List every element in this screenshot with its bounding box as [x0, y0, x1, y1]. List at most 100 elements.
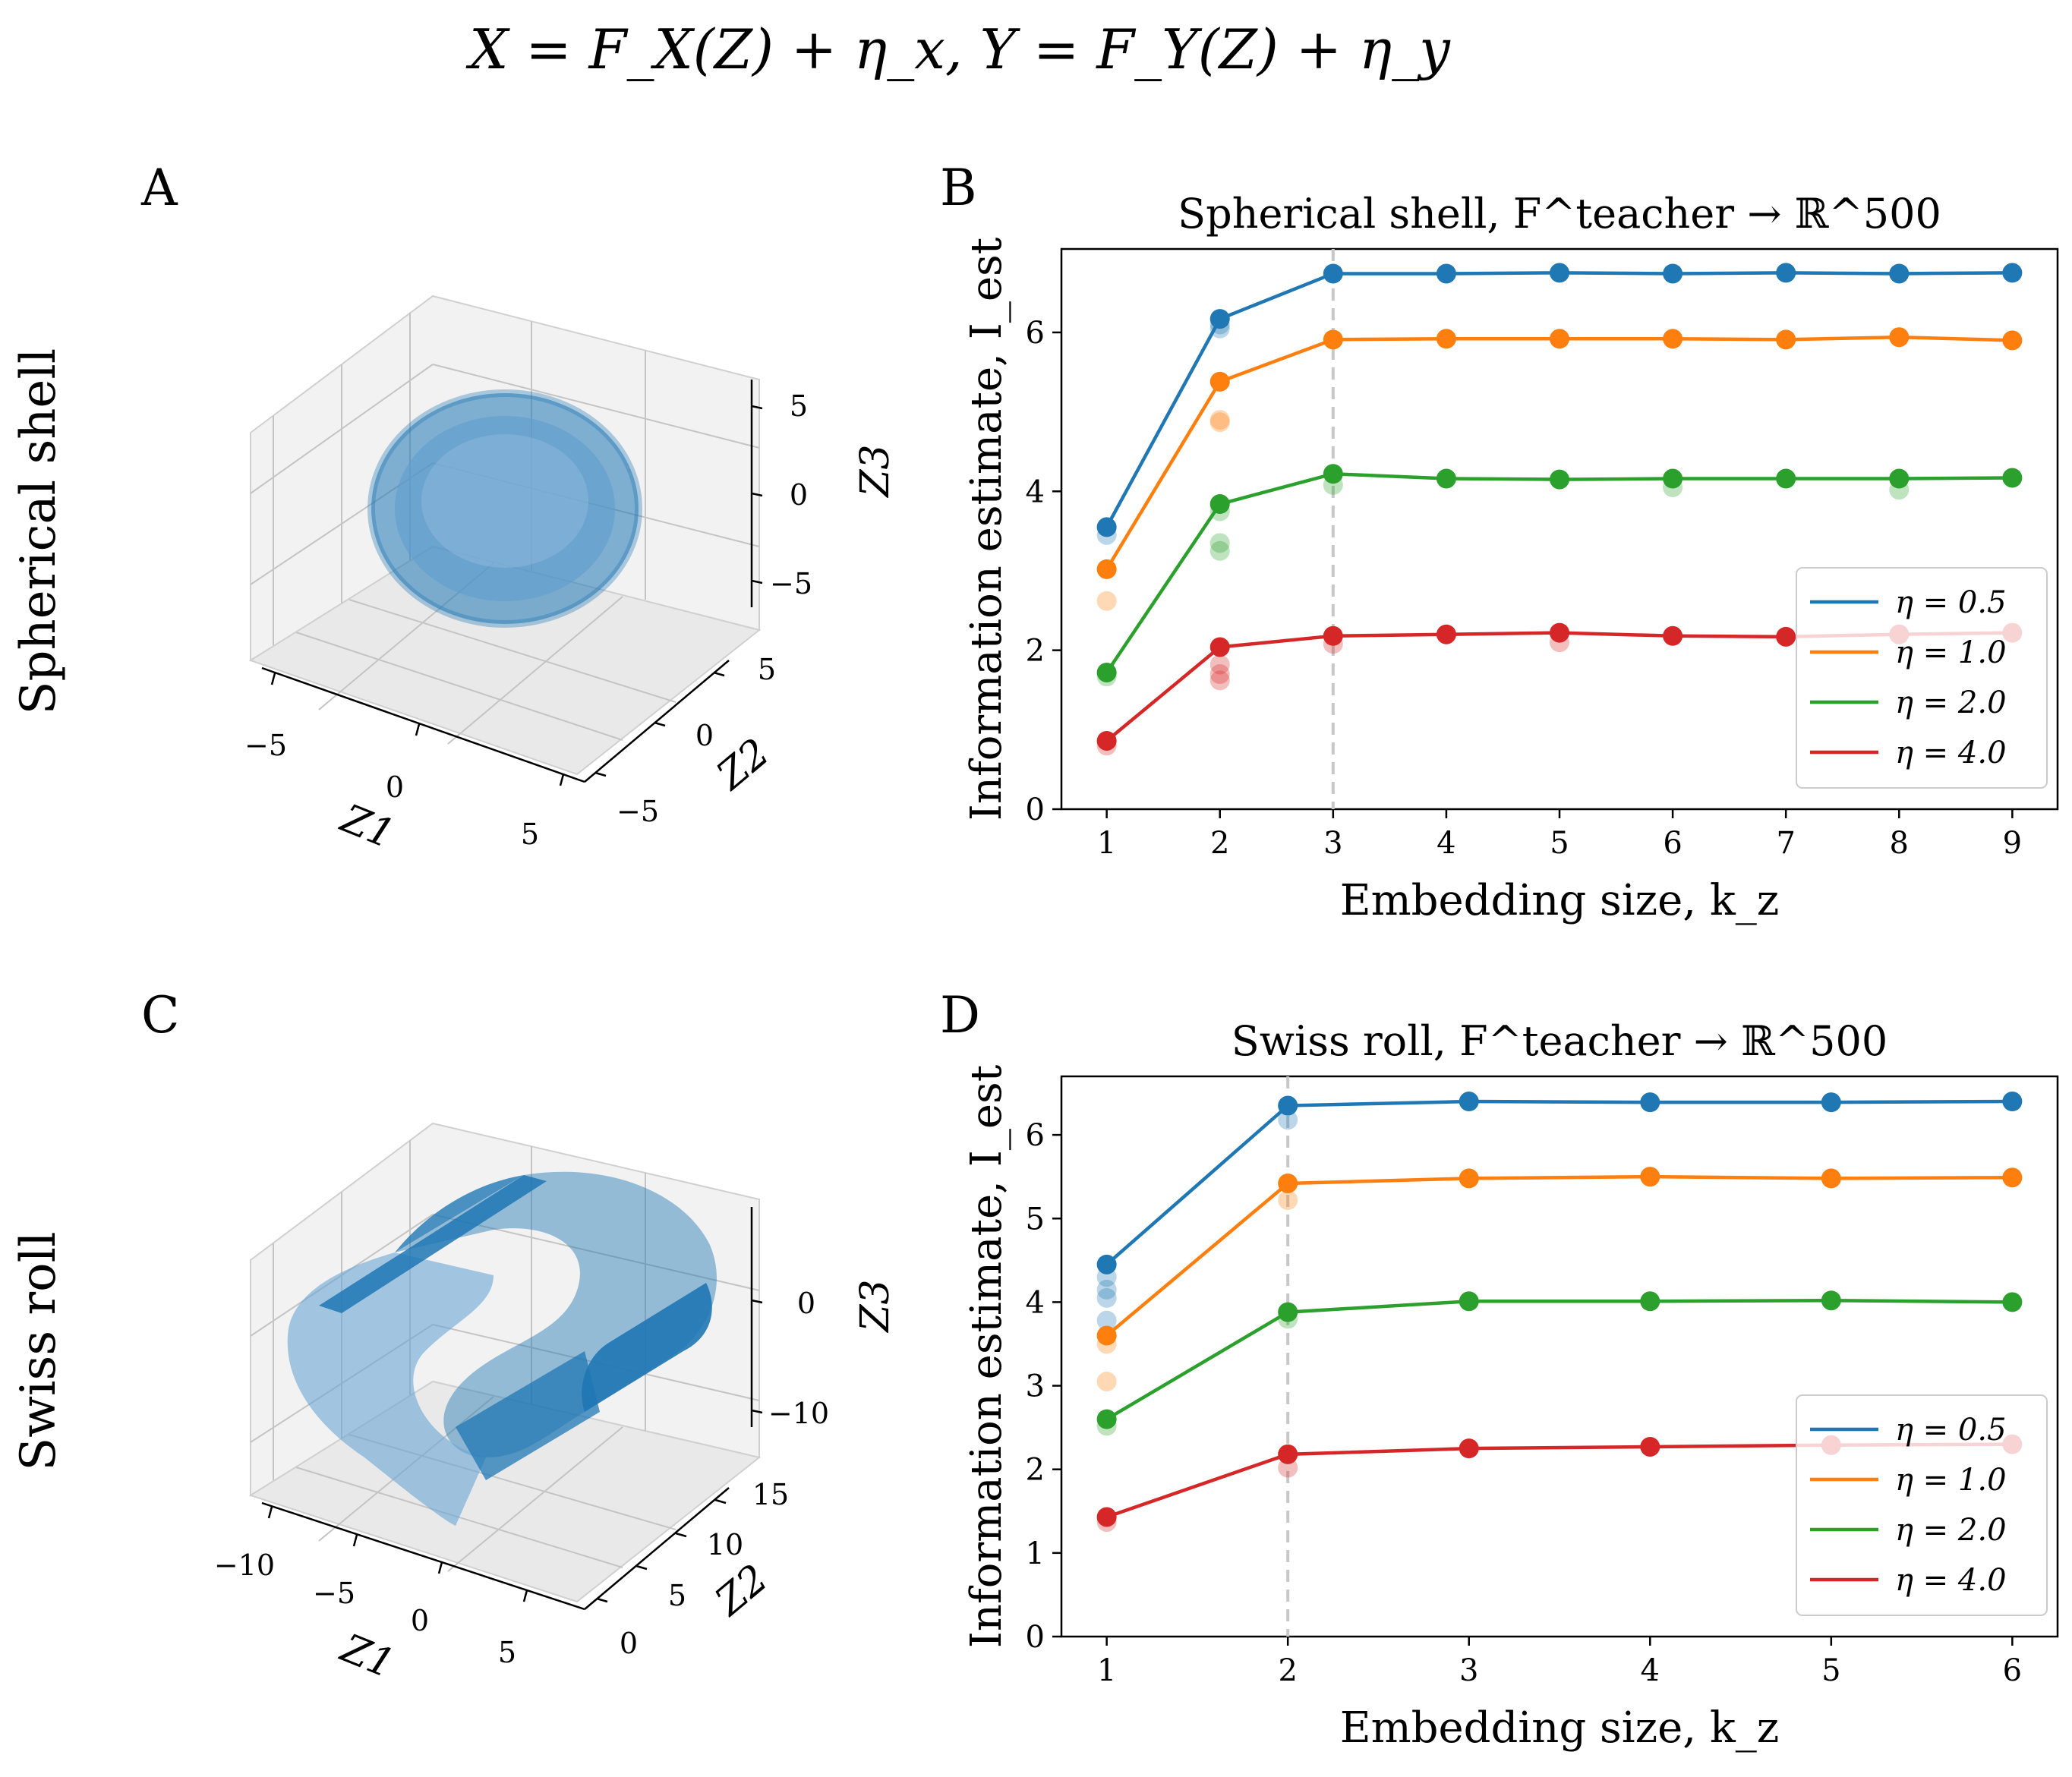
faint-point — [1209, 664, 1230, 685]
panel-a-shell-cloud — [367, 389, 642, 628]
panel-d-x-label: Embedding size, k_z — [1340, 1703, 1780, 1753]
panel-c-x-tick: 5 — [498, 1636, 516, 1669]
panel-a-z-tick: 5 — [790, 389, 808, 423]
data-point — [1550, 329, 1569, 349]
legend-label: η = 2.0 — [1895, 685, 2007, 720]
series-1.0 — [1096, 327, 2023, 611]
legend-frame — [1796, 1394, 2048, 1616]
panel-a-y-tick: −5 — [617, 795, 659, 828]
x-tick-label: 8 — [1890, 826, 1909, 861]
series-line — [1105, 335, 2013, 571]
figure-suptitle: X = F_X(Z) + η_x, Y = F_Y(Z) + η_y — [465, 17, 1451, 81]
data-point — [1096, 1325, 1117, 1346]
data-point — [1550, 263, 1569, 283]
x-tick-label: 2 — [1210, 826, 1229, 861]
faint-point — [1096, 591, 1117, 611]
series-line — [1105, 1174, 2013, 1337]
panel-c-y-tick: 5 — [668, 1579, 686, 1612]
panel-a-y-tick: 0 — [695, 719, 714, 752]
panel-d-plot-area — [1060, 1075, 2059, 1638]
series-2.0 — [1096, 1290, 2023, 1436]
x-tick-label: 5 — [1550, 826, 1569, 861]
data-point — [1323, 625, 1343, 646]
panel-b-legend: η = 0.5 η = 1.0 η = 2.0 η = 4.0 — [1796, 567, 2048, 789]
panel-a-floor-pane — [248, 545, 762, 776]
data-point — [1663, 329, 1683, 349]
x-tick-label: 4 — [1641, 1653, 1660, 1688]
series-0.5 — [1096, 263, 2023, 545]
panel-d-chart: Swiss roll, F^teacher → ℝ^500 Embedding … — [962, 1017, 2059, 1753]
series-line — [1105, 1099, 2013, 1266]
data-point — [1096, 1254, 1117, 1274]
panel-letter-b: B — [940, 159, 977, 217]
faint-point — [1278, 1190, 1298, 1211]
data-point — [1278, 1302, 1298, 1322]
y-tick-label: 0 — [1026, 792, 1045, 827]
panel-c-y-tick: 0 — [620, 1627, 638, 1660]
data-point — [1278, 1095, 1298, 1116]
series-0.5 — [1096, 1092, 2023, 1331]
data-point — [1096, 559, 1117, 579]
panel-a-x-tick: 0 — [386, 770, 404, 804]
faint-point — [1096, 1287, 1117, 1308]
series-line — [1105, 1298, 2013, 1421]
data-point — [2002, 263, 2023, 283]
data-point — [1436, 329, 1456, 349]
y-tick-label: 2 — [1026, 634, 1045, 669]
x-tick-label: 1 — [1097, 1653, 1116, 1688]
data-point — [1776, 468, 1796, 489]
data-point — [1436, 468, 1456, 489]
x-tick-label: 9 — [2003, 826, 2022, 861]
data-point — [1436, 263, 1456, 284]
data-point — [2002, 1092, 2023, 1112]
data-point — [1096, 730, 1117, 751]
data-point — [2002, 1292, 2023, 1312]
x-tick-label: 2 — [1278, 1653, 1297, 1688]
panel-a-y-tick: 5 — [758, 653, 776, 686]
legend-label: η = 1.0 — [1895, 635, 2007, 670]
faint-point — [1209, 410, 1230, 430]
data-point — [1821, 1092, 1841, 1113]
data-point — [1323, 329, 1343, 350]
x-tick-label: 7 — [1776, 826, 1795, 861]
panel-a-y-label: Z2 — [708, 730, 778, 800]
data-point — [2002, 468, 2023, 488]
panel-letter-c: C — [141, 986, 180, 1044]
data-point — [1776, 329, 1796, 350]
panel-a-x-tick: −5 — [244, 729, 287, 762]
data-point — [1663, 625, 1683, 646]
data-point — [2002, 1167, 2023, 1188]
data-point — [1550, 622, 1569, 643]
x-tick-label: 4 — [1437, 826, 1455, 861]
data-point — [1459, 1438, 1479, 1459]
panel-a-z-tick: 0 — [790, 478, 808, 512]
data-point — [1323, 263, 1343, 284]
data-point — [1776, 626, 1796, 647]
y-tick-label: 2 — [1026, 1453, 1045, 1488]
panel-b-y-label: Information estimate, I_est — [962, 237, 1011, 821]
panel-c-3d-axes: −10 −5 0 5 0 5 10 15 0 −10 Z1 Z2 Z3 — [214, 1122, 898, 1687]
panel-b-chart: Spherical shell, F^teacher → ℝ^500 Embed… — [962, 190, 2059, 925]
data-point — [2002, 330, 2023, 351]
y-tick-label: 5 — [1026, 1202, 1045, 1237]
panel-c-ticks: −10 −5 0 5 0 5 10 15 0 −10 — [214, 1287, 829, 1669]
panel-a-z-label: Z3 — [853, 444, 898, 498]
panel-c-x-tick: −10 — [214, 1549, 275, 1582]
panel-c-z-label: Z3 — [853, 1279, 898, 1333]
panel-a-ticks: −5 0 5 −5 0 5 5 0 −5 — [244, 389, 812, 851]
x-tick-label: 1 — [1097, 826, 1116, 861]
panel-c-x-tick: −5 — [313, 1577, 355, 1610]
panel-a-x-label: Z1 — [333, 796, 401, 858]
data-point — [1323, 464, 1343, 484]
data-point — [1663, 263, 1683, 284]
data-point — [1209, 371, 1230, 392]
panel-c-z-tick: −10 — [768, 1397, 829, 1430]
data-point — [1459, 1291, 1479, 1312]
panel-letter-a: A — [140, 159, 178, 217]
panel-b-x-label: Embedding size, k_z — [1340, 876, 1780, 925]
legend-label: η = 0.5 — [1895, 1413, 2007, 1448]
data-point — [1640, 1291, 1660, 1312]
panel-c-y-tick: 10 — [707, 1528, 743, 1561]
x-tick-label: 3 — [1323, 826, 1342, 861]
panel-c-z-tick: 0 — [797, 1287, 815, 1320]
